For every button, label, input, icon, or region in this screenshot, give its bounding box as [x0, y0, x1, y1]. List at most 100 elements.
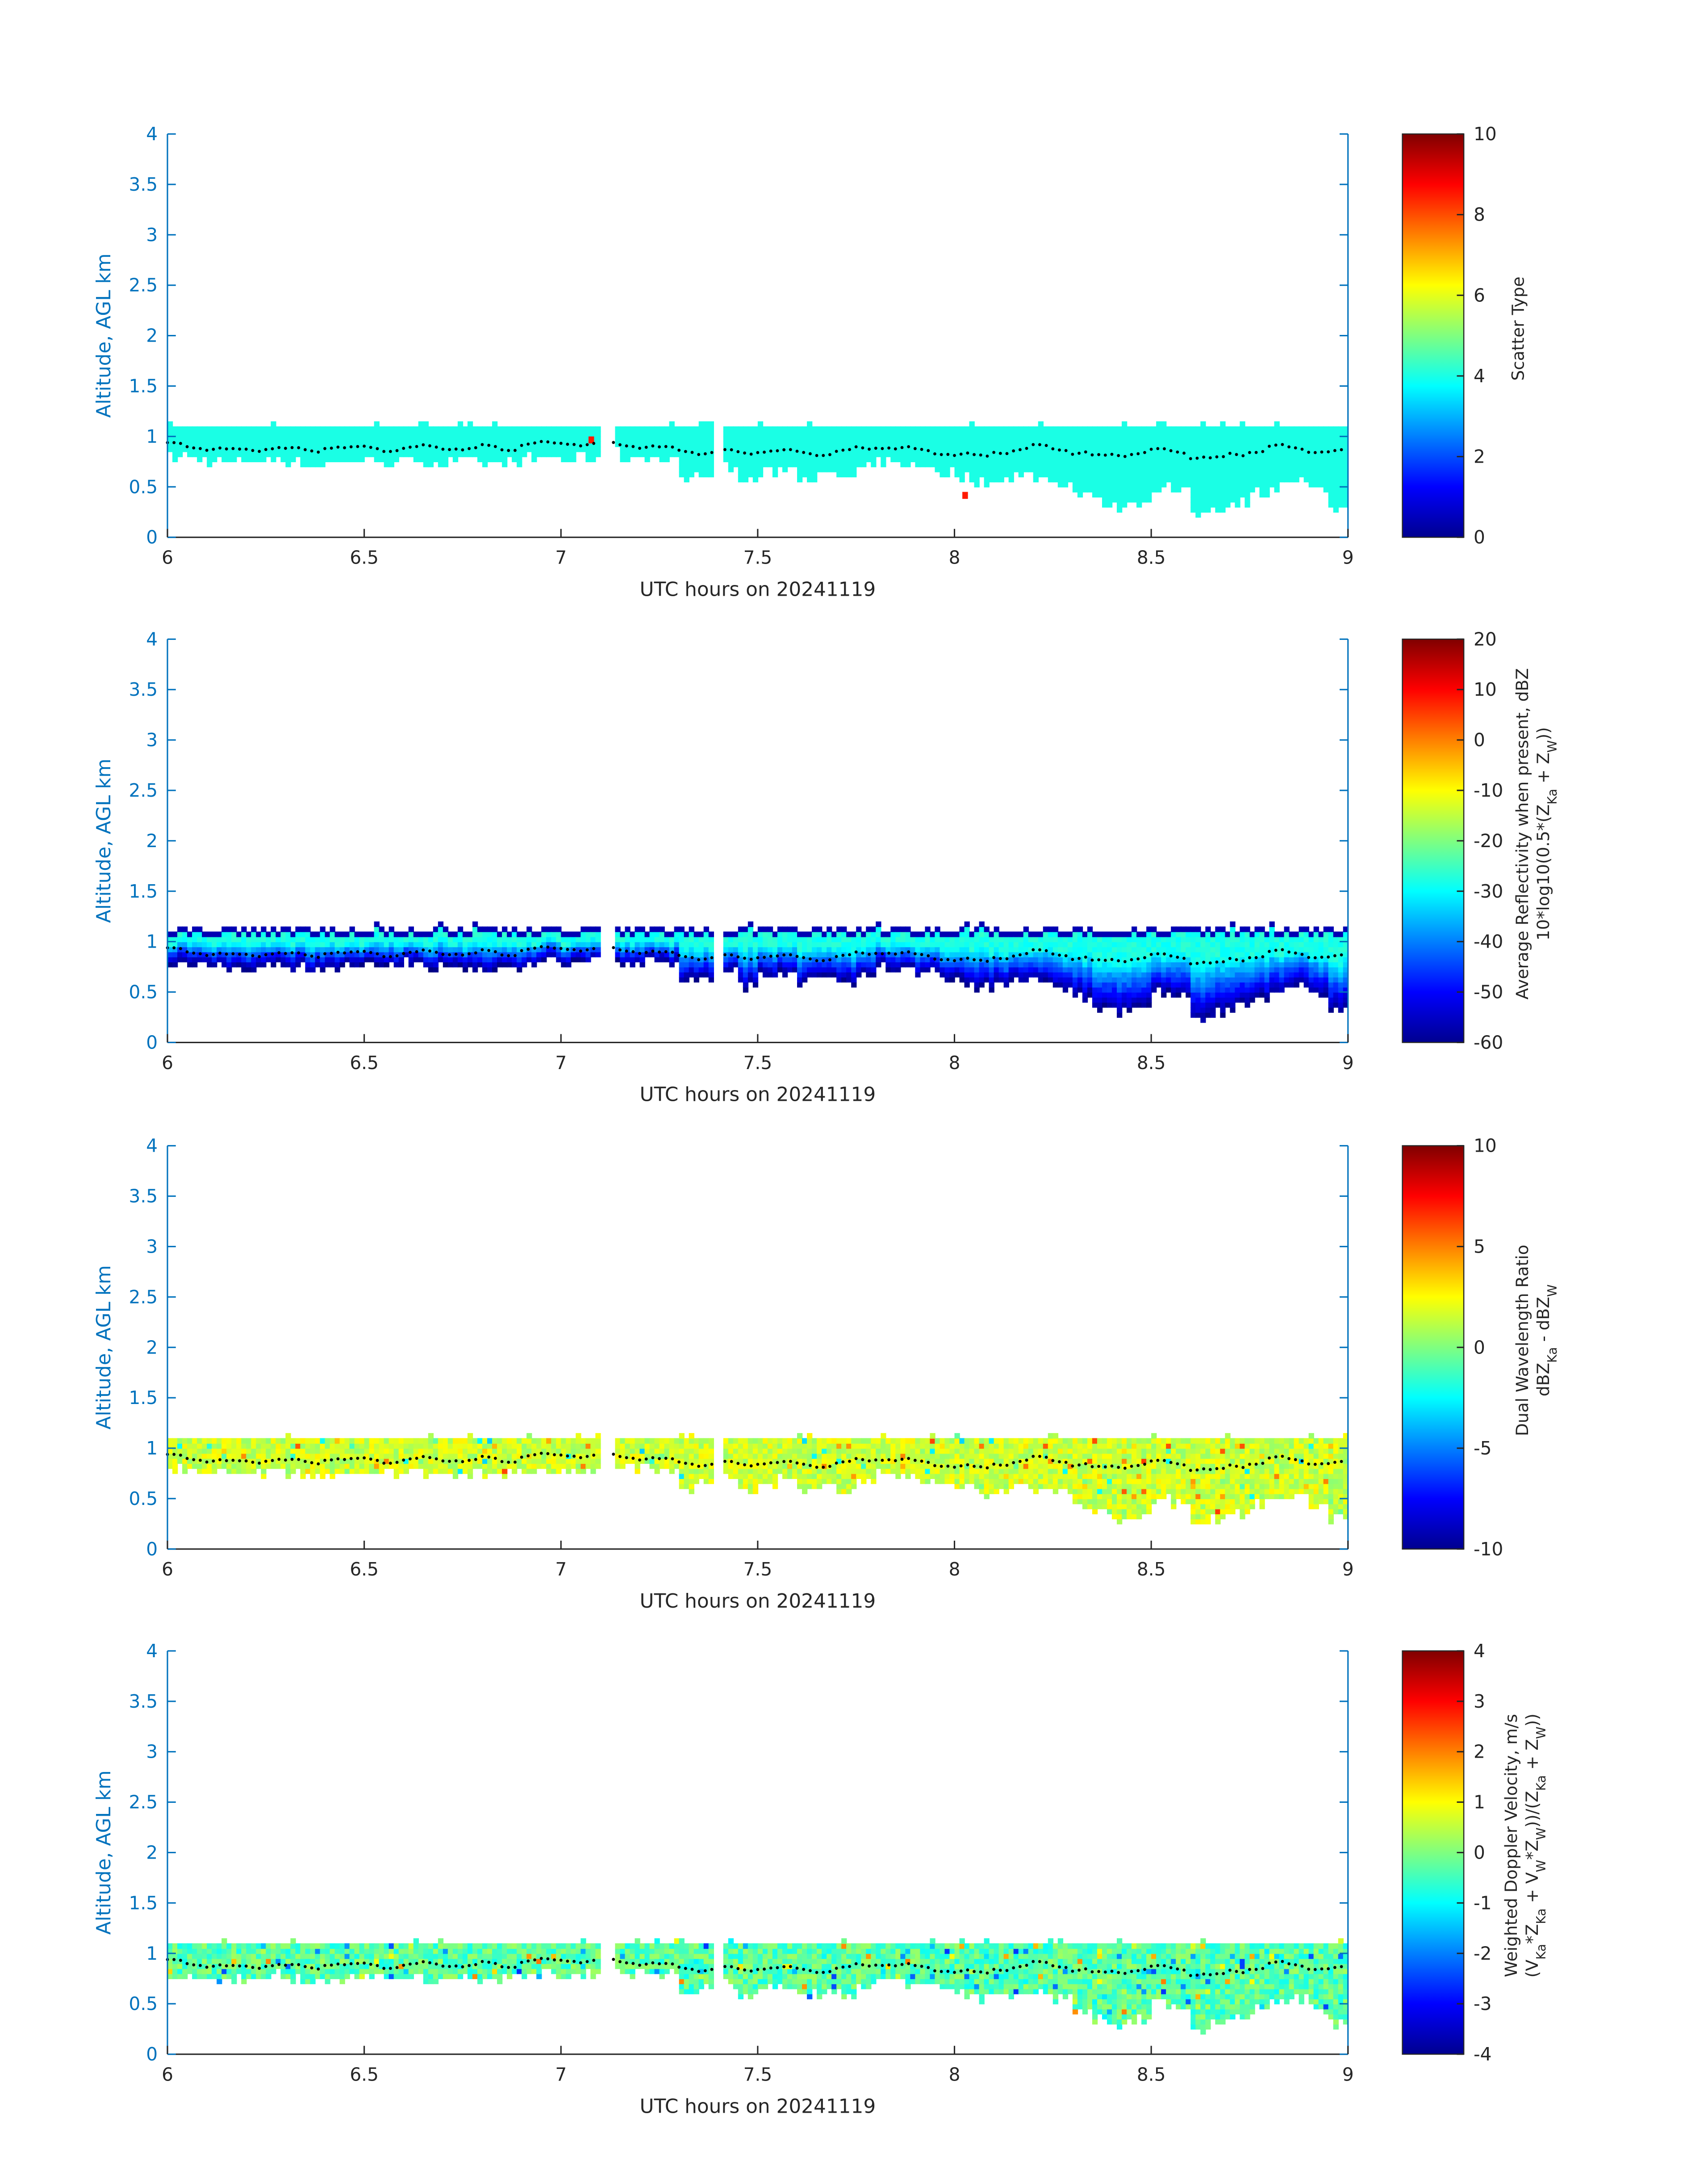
heatmap-cell [1205, 487, 1211, 493]
cloud-base-dot [349, 950, 353, 954]
cloud-base-dot [1084, 450, 1087, 454]
heatmap-cell [935, 961, 940, 968]
heatmap-cell [1230, 456, 1236, 463]
heatmap-cell [748, 456, 754, 463]
heatmap-cell [1279, 932, 1285, 937]
heatmap-cell [782, 431, 788, 437]
heatmap-cell [1013, 456, 1019, 463]
heatmap-cell [1338, 497, 1344, 503]
heatmap-cell [305, 946, 311, 953]
heatmap-cell [684, 436, 689, 442]
heatmap-cell [772, 451, 778, 457]
heatmap-cell [1186, 481, 1191, 488]
heatmap-cell [1190, 492, 1196, 498]
heatmap-cell [1284, 977, 1290, 983]
heatmap-cell [418, 456, 424, 463]
heatmap-cell [1210, 502, 1216, 508]
heatmap-cell [1274, 961, 1280, 968]
heatmap-cell [1215, 977, 1221, 983]
cloud-base-dot [730, 953, 733, 957]
heatmap-cell [1062, 461, 1069, 468]
cloud-base-dot [710, 956, 714, 960]
heatmap-cell [954, 967, 960, 973]
heatmap-cell [1092, 997, 1098, 1003]
heatmap-cell [330, 936, 335, 942]
heatmap-cell [384, 932, 389, 937]
heatmap-cell [827, 467, 832, 472]
heatmap-cell [1264, 997, 1270, 1003]
heatmap-cell [369, 932, 375, 937]
cloud-base-dot [1268, 950, 1271, 953]
heatmap-cell [1200, 936, 1206, 942]
heatmap-cell [1318, 932, 1324, 937]
heatmap-cell [217, 441, 222, 447]
heatmap-cell [1008, 441, 1014, 447]
heatmap-cell [1308, 936, 1314, 942]
heatmap-cell [384, 936, 389, 942]
heatmap-cell [728, 431, 734, 437]
heatmap-cell [944, 431, 950, 437]
heatmap-cell [1048, 961, 1054, 968]
heatmap-cell [457, 421, 464, 427]
heatmap-cell [512, 451, 518, 457]
heatmap-cell [1240, 972, 1245, 978]
heatmap-cell [669, 961, 675, 968]
heatmap-cell [861, 451, 867, 457]
cloud-base-dot [422, 443, 425, 447]
heatmap-cell [693, 446, 699, 452]
heatmap-cell [393, 936, 399, 942]
heatmap-cell [1132, 967, 1137, 973]
heatmap-cell [526, 952, 532, 957]
heatmap-cell [782, 957, 788, 962]
heatmap-cell [659, 441, 665, 447]
heatmap-cell [423, 936, 429, 942]
heatmap-cell [954, 446, 960, 452]
heatmap-cell [1284, 982, 1290, 988]
heatmap-cell [1190, 467, 1196, 472]
heatmap-cell [866, 431, 872, 437]
heatmap-cell [1156, 946, 1162, 953]
heatmap-cell [536, 441, 542, 447]
heatmap-cell [885, 451, 891, 457]
heatmap-cell [1186, 926, 1191, 932]
heatmap-cell [984, 926, 990, 932]
heatmap-cell [1186, 936, 1191, 942]
cloud-base-dot [520, 443, 523, 447]
heatmap-cell [246, 426, 252, 432]
heatmap-cell [359, 451, 365, 457]
heatmap-cell [743, 952, 749, 957]
heatmap-cell [881, 456, 886, 463]
heatmap-cell [502, 431, 508, 437]
cloud-base-dot [1044, 949, 1048, 953]
heatmap-cell [1112, 957, 1118, 962]
heatmap-cell [910, 456, 916, 463]
heatmap-cell [217, 431, 222, 437]
heatmap-cell [374, 431, 380, 437]
heatmap-cell [964, 946, 970, 953]
heatmap-cell [1284, 436, 1290, 442]
heatmap-cell [944, 436, 950, 442]
heatmap-cell [1092, 972, 1098, 978]
heatmap-cell [856, 932, 862, 937]
heatmap-cell [482, 946, 488, 953]
heatmap-cell [998, 426, 1004, 432]
heatmap-cell [1210, 952, 1216, 957]
heatmap-cell [1062, 476, 1069, 483]
heatmap-cell [693, 456, 699, 463]
heatmap-cell [974, 961, 980, 968]
heatmap-cell [492, 426, 498, 432]
heatmap-cell [1023, 936, 1029, 942]
heatmap-cell [1318, 476, 1324, 483]
heatmap-cell [1289, 932, 1295, 937]
heatmap-cell [959, 472, 965, 477]
heatmap-cell [752, 476, 759, 483]
heatmap-cell [1235, 456, 1240, 463]
heatmap-cell [246, 446, 252, 452]
heatmap-cell [1225, 961, 1231, 968]
heatmap-cell [915, 456, 921, 463]
heatmap-cell [738, 446, 744, 452]
heatmap-cell [954, 952, 960, 957]
heatmap-cell [462, 946, 468, 953]
heatmap-cell [689, 952, 694, 957]
heatmap-cell [807, 431, 813, 437]
